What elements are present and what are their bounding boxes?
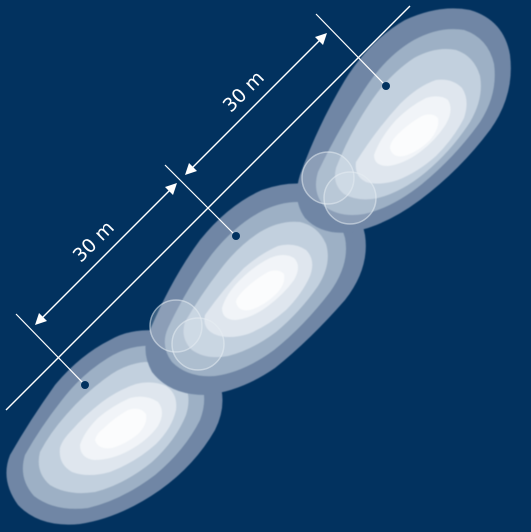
tick-line-1 [15, 313, 86, 386]
dimension-arrow-lower [35, 183, 177, 325]
tick-line-3 [315, 13, 387, 87]
overlap-zone-lower [149, 299, 225, 371]
point-2 [232, 232, 240, 240]
point-1 [81, 381, 89, 389]
coverage-lobe-2 [145, 183, 366, 395]
tick-line-2 [164, 164, 237, 237]
point-3 [382, 82, 390, 90]
dimension-arrow-upper [185, 33, 327, 175]
coverage-lobe-3 [296, 8, 511, 233]
overlap-zone-upper [301, 151, 377, 225]
